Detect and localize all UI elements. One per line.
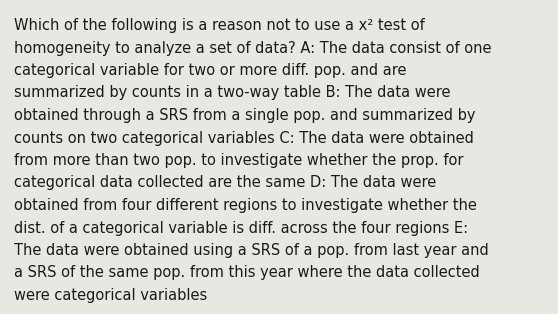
Text: categorical data collected are the same D: The data were: categorical data collected are the same …: [14, 176, 436, 191]
Text: dist. of a categorical variable is diff. across the four regions E:: dist. of a categorical variable is diff.…: [14, 220, 468, 236]
Text: The data were obtained using a SRS of a pop. from last year and: The data were obtained using a SRS of a …: [14, 243, 489, 258]
Text: from more than two pop. to investigate whether the prop. for: from more than two pop. to investigate w…: [14, 153, 464, 168]
Text: Which of the following is a reason not to use a x² test of: Which of the following is a reason not t…: [14, 18, 425, 33]
Text: homogeneity to analyze a set of data? A: The data consist of one: homogeneity to analyze a set of data? A:…: [14, 41, 492, 56]
Text: counts on two categorical variables C: The data were obtained: counts on two categorical variables C: T…: [14, 131, 474, 145]
Text: categorical variable for two or more diff. pop. and are: categorical variable for two or more dif…: [14, 63, 406, 78]
Text: obtained from four different regions to investigate whether the: obtained from four different regions to …: [14, 198, 477, 213]
Text: obtained through a SRS from a single pop. and summarized by: obtained through a SRS from a single pop…: [14, 108, 475, 123]
Text: were categorical variables: were categorical variables: [14, 288, 207, 303]
Text: a SRS of the same pop. from this year where the data collected: a SRS of the same pop. from this year wh…: [14, 266, 480, 280]
Text: summarized by counts in a two-way table B: The data were: summarized by counts in a two-way table …: [14, 85, 450, 100]
